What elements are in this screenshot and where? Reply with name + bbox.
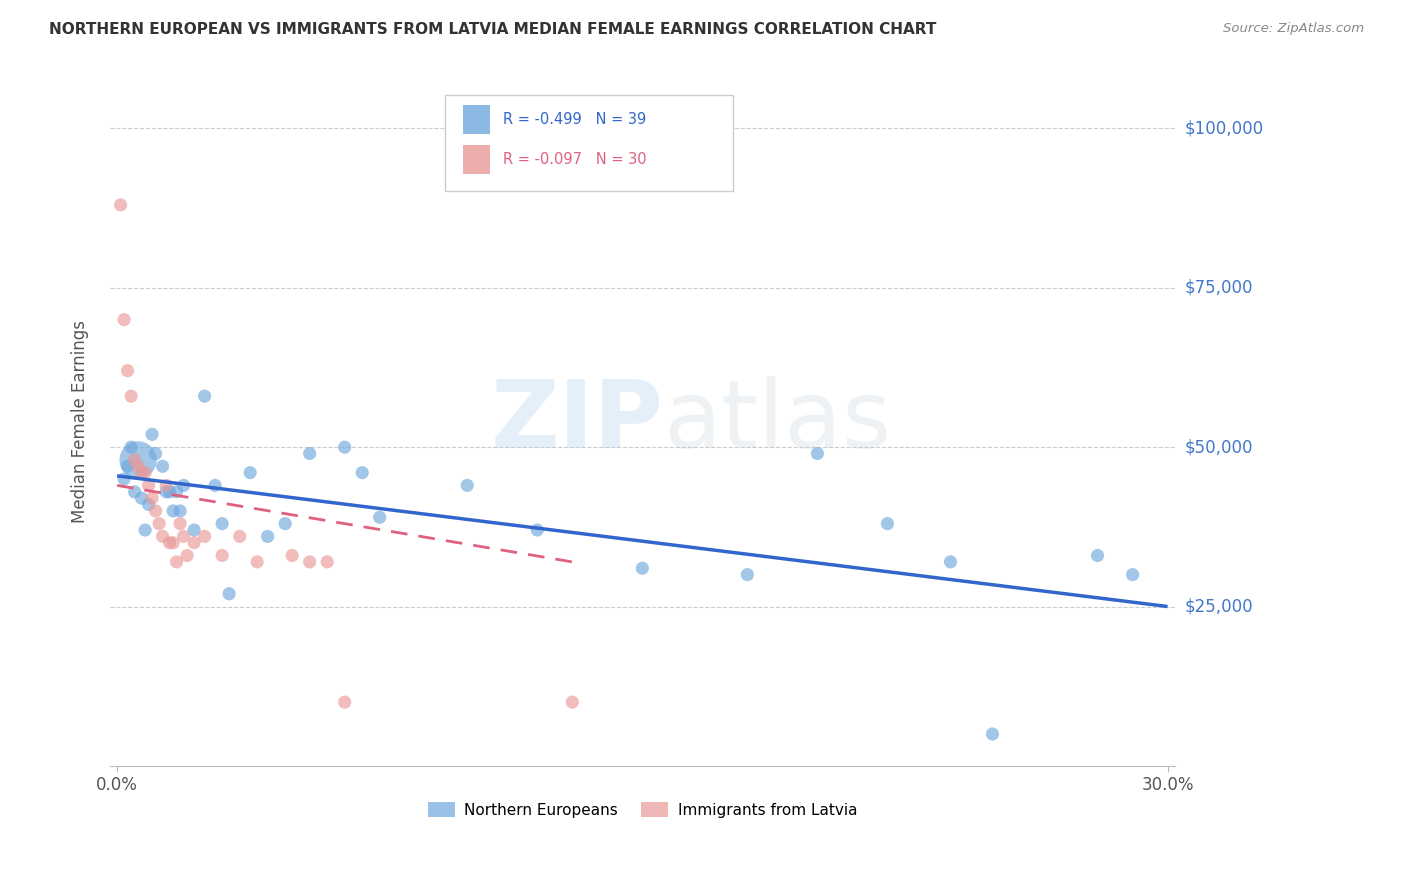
Point bbox=[112, 312, 135, 326]
Point bbox=[138, 498, 160, 512]
Point bbox=[298, 446, 321, 460]
Point bbox=[218, 587, 240, 601]
Point bbox=[173, 478, 195, 492]
Point bbox=[368, 510, 391, 524]
Point bbox=[211, 516, 233, 531]
Point bbox=[228, 529, 250, 543]
Point bbox=[145, 446, 167, 460]
Point bbox=[110, 198, 132, 212]
Point bbox=[246, 555, 269, 569]
Point bbox=[152, 459, 174, 474]
Point bbox=[169, 504, 191, 518]
Point bbox=[939, 555, 962, 569]
Point bbox=[211, 549, 233, 563]
Point bbox=[120, 389, 142, 403]
Point bbox=[166, 555, 188, 569]
Point bbox=[166, 484, 188, 499]
Point bbox=[148, 516, 170, 531]
Point bbox=[204, 478, 226, 492]
Legend: Northern Europeans, Immigrants from Latvia: Northern Europeans, Immigrants from Latv… bbox=[422, 796, 863, 823]
Text: $100,000: $100,000 bbox=[1185, 120, 1264, 137]
Point bbox=[194, 389, 217, 403]
Point bbox=[145, 504, 167, 518]
Point bbox=[162, 504, 184, 518]
Point bbox=[526, 523, 548, 537]
Point bbox=[1087, 549, 1109, 563]
Point bbox=[333, 440, 356, 454]
Bar bbox=[464, 105, 491, 134]
Point bbox=[981, 727, 1004, 741]
Point bbox=[152, 529, 174, 543]
Point bbox=[456, 478, 478, 492]
Text: R = -0.499   N = 39: R = -0.499 N = 39 bbox=[503, 112, 647, 127]
Point bbox=[134, 466, 156, 480]
Point bbox=[127, 459, 149, 474]
Point bbox=[131, 466, 153, 480]
Text: ZIP: ZIP bbox=[491, 376, 664, 467]
Point bbox=[274, 516, 297, 531]
Point bbox=[298, 555, 321, 569]
Point bbox=[281, 549, 304, 563]
Point bbox=[134, 523, 156, 537]
Point bbox=[155, 484, 177, 499]
Point bbox=[141, 491, 163, 505]
Point bbox=[194, 529, 217, 543]
Text: NORTHERN EUROPEAN VS IMMIGRANTS FROM LATVIA MEDIAN FEMALE EARNINGS CORRELATION C: NORTHERN EUROPEAN VS IMMIGRANTS FROM LAT… bbox=[49, 22, 936, 37]
Text: $25,000: $25,000 bbox=[1185, 598, 1254, 615]
Point bbox=[176, 549, 198, 563]
Point bbox=[333, 695, 356, 709]
Point bbox=[138, 478, 160, 492]
FancyBboxPatch shape bbox=[446, 95, 733, 191]
Point bbox=[183, 523, 205, 537]
Point bbox=[117, 364, 139, 378]
Point bbox=[112, 472, 135, 486]
Point bbox=[117, 459, 139, 474]
Point bbox=[155, 478, 177, 492]
Point bbox=[631, 561, 654, 575]
Point bbox=[806, 446, 828, 460]
Text: atlas: atlas bbox=[664, 376, 891, 467]
Point bbox=[124, 484, 146, 499]
Point bbox=[173, 529, 195, 543]
Point bbox=[162, 535, 184, 549]
Text: R = -0.097   N = 30: R = -0.097 N = 30 bbox=[503, 153, 647, 167]
Text: $75,000: $75,000 bbox=[1185, 279, 1254, 297]
Point bbox=[1122, 567, 1144, 582]
Point bbox=[124, 453, 146, 467]
Point bbox=[141, 427, 163, 442]
Point bbox=[120, 440, 142, 454]
Point bbox=[159, 484, 181, 499]
Point bbox=[159, 535, 181, 549]
Bar bbox=[464, 145, 491, 174]
Point bbox=[127, 453, 149, 467]
Point bbox=[876, 516, 898, 531]
Point bbox=[352, 466, 374, 480]
Text: Source: ZipAtlas.com: Source: ZipAtlas.com bbox=[1223, 22, 1364, 36]
Point bbox=[316, 555, 339, 569]
Point bbox=[561, 695, 583, 709]
Point bbox=[239, 466, 262, 480]
Point bbox=[183, 535, 205, 549]
Y-axis label: Median Female Earnings: Median Female Earnings bbox=[72, 320, 89, 523]
Point bbox=[256, 529, 278, 543]
Point bbox=[169, 516, 191, 531]
Text: $50,000: $50,000 bbox=[1185, 438, 1254, 456]
Point bbox=[737, 567, 759, 582]
Point bbox=[131, 491, 153, 505]
